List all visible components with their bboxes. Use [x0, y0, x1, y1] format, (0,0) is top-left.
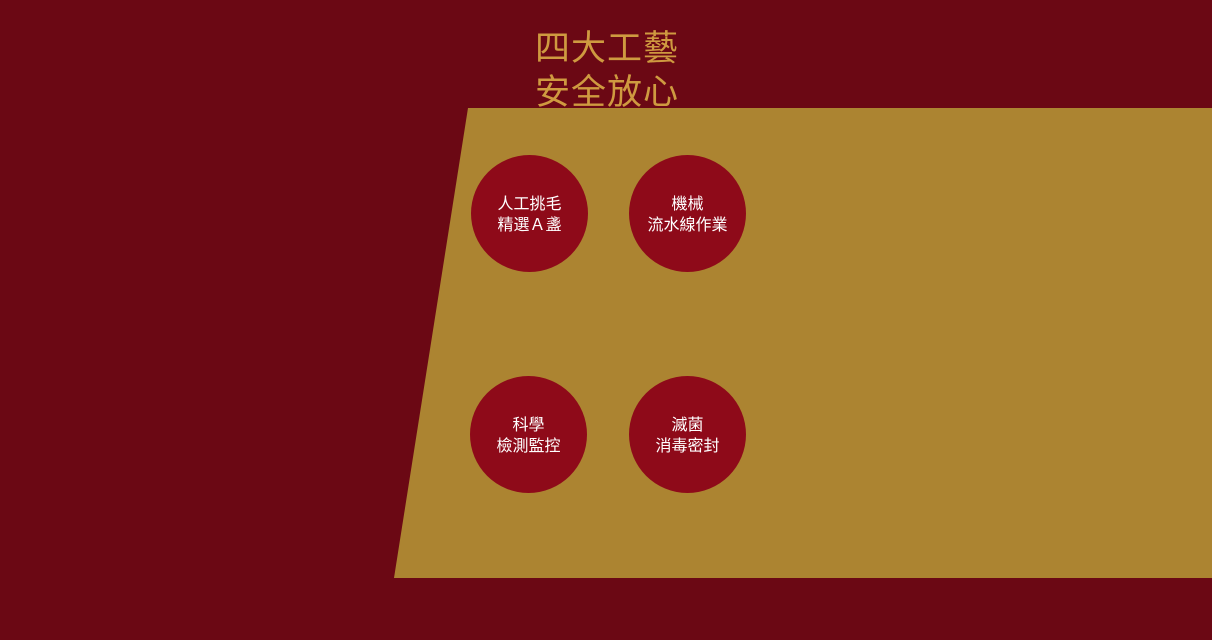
- heading-line-1: 四大工藝: [535, 29, 680, 69]
- feature-badge-line-2: 精選Ａ盞: [497, 214, 562, 234]
- feature-badge-sterilization: 滅菌 消毒密封: [629, 376, 746, 493]
- feature-badge-line-2: 流水線作業: [647, 214, 728, 234]
- feature-badge-hand-picked: 人工挑毛 精選Ａ盞: [471, 155, 588, 272]
- feature-badge-line-1: 科學: [512, 414, 545, 434]
- feature-badge-line-1: 人工挑毛: [497, 193, 562, 213]
- section-heading: 四大工藝 安全放心: [535, 27, 679, 115]
- heading-line-2: 安全放心: [535, 73, 680, 113]
- feature-badge-line-2: 消毒密封: [655, 435, 720, 455]
- feature-badge-line-2: 檢測監控: [496, 435, 561, 455]
- feature-badge-machine-line: 機械 流水線作業: [629, 155, 746, 272]
- feature-badge-line-1: 滅菌: [671, 414, 704, 434]
- feature-badge-scientific-testing: 科學 檢測監控: [470, 376, 587, 493]
- feature-badge-line-1: 機械: [671, 193, 704, 213]
